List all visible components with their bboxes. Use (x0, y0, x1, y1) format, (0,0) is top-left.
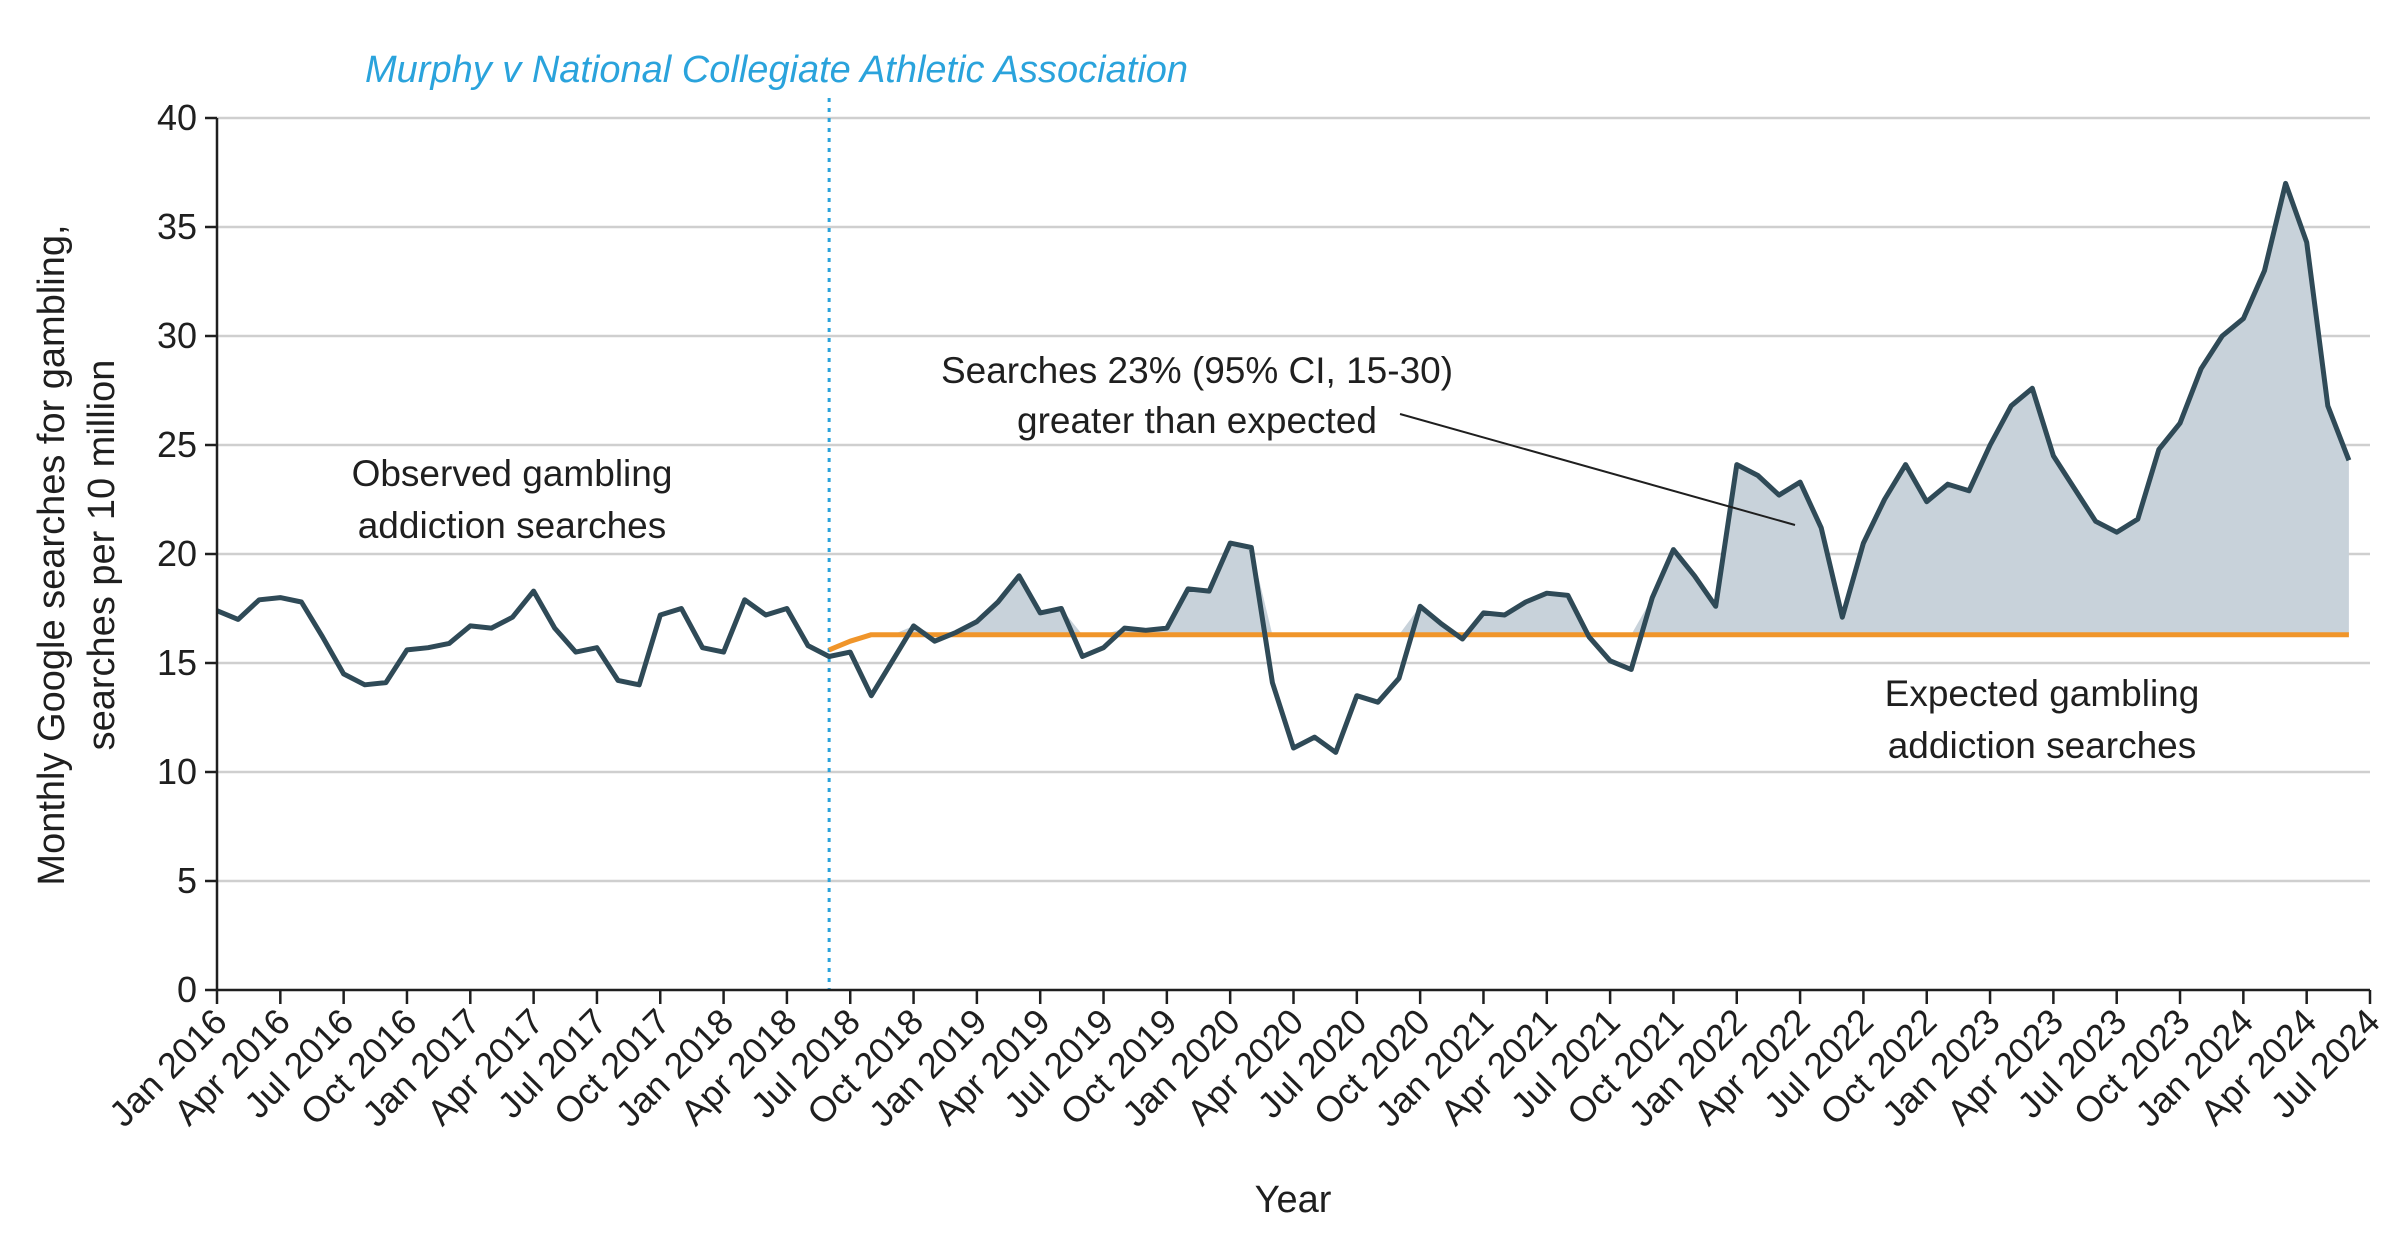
y-tick-label: 35 (157, 206, 197, 247)
excess-searches-area (829, 183, 2349, 650)
y-tick-label: 25 (157, 424, 197, 465)
expected-label-line-2: addiction searches (1888, 725, 2197, 766)
event-label: Murphy v National Collegiate Athletic As… (365, 49, 1188, 91)
observed-series-line (216, 180, 2352, 755)
y-tick-label: 20 (157, 533, 197, 574)
x-axis-title: Year (1255, 1179, 1332, 1221)
y-tick-label: 10 (157, 751, 197, 792)
y-tick-label: 30 (157, 315, 197, 356)
excess-label-line-2: greater than expected (1017, 400, 1377, 441)
y-tick-label: 5 (177, 860, 197, 901)
expected-label-line-1: Expected gambling (1885, 673, 2200, 714)
y-tick-labels: 0 5 10 15 20 25 30 35 40 (157, 97, 217, 1010)
gridlines (217, 116, 2370, 883)
y-axis-title: Monthly Google searches for gambling, se… (31, 224, 123, 885)
observed-label-line-2: addiction searches (358, 505, 667, 546)
y-tick-label: 40 (157, 97, 197, 138)
excess-label-line-1: Searches 23% (95% CI, 15-30) (941, 350, 1453, 391)
excess-label-leader (1399, 413, 1796, 526)
y-tick-label: 15 (157, 642, 197, 683)
observed-label-line-1: Observed gambling (352, 453, 673, 494)
y-axis-title-line-2: searches per 10 million (81, 360, 123, 751)
y-tick-label: 0 (177, 969, 197, 1010)
y-axis-title-line-1: Monthly Google searches for gambling, (31, 224, 73, 885)
